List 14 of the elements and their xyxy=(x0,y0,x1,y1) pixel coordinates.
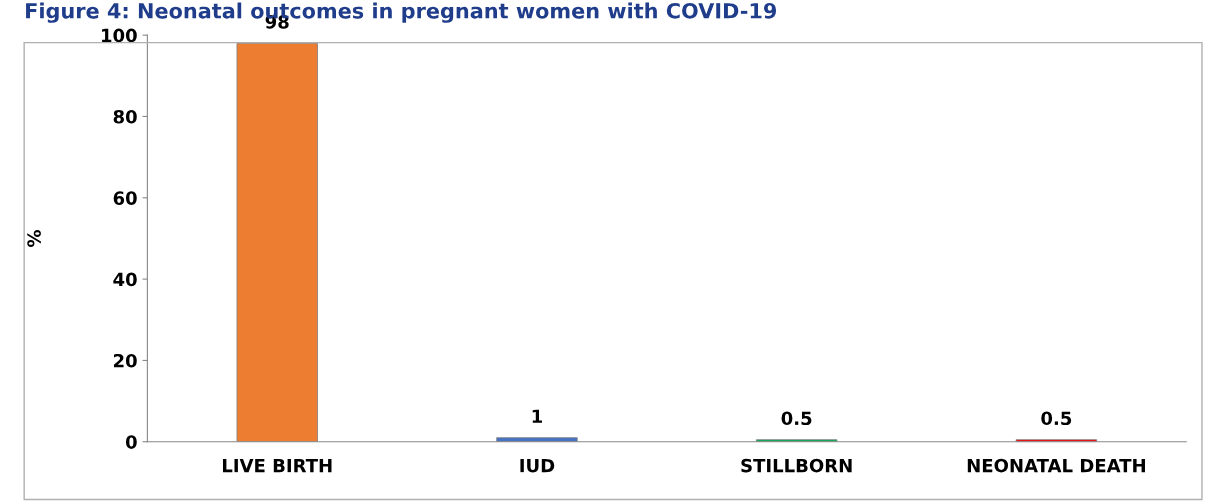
x-tick-label: STILLBORN xyxy=(741,458,852,473)
y-axis-title: % xyxy=(27,229,41,247)
x-tick-label: IUD xyxy=(520,458,555,473)
data-label: 0.5 xyxy=(1041,411,1072,426)
data-label: 1 xyxy=(532,409,542,423)
y-tick-label: 60 xyxy=(113,191,137,205)
y-tick-label: 100 xyxy=(102,28,137,43)
y-tick-label: 0 xyxy=(125,435,137,449)
y-tick-label: 20 xyxy=(113,353,137,368)
data-label: 0.5 xyxy=(781,411,812,426)
x-tick-label: LIVE BIRTH xyxy=(222,458,332,473)
y-tick-label: 40 xyxy=(113,272,137,287)
x-tick-label: NEONATAL DEATH xyxy=(967,458,1145,473)
y-tick-label: 80 xyxy=(113,109,137,124)
